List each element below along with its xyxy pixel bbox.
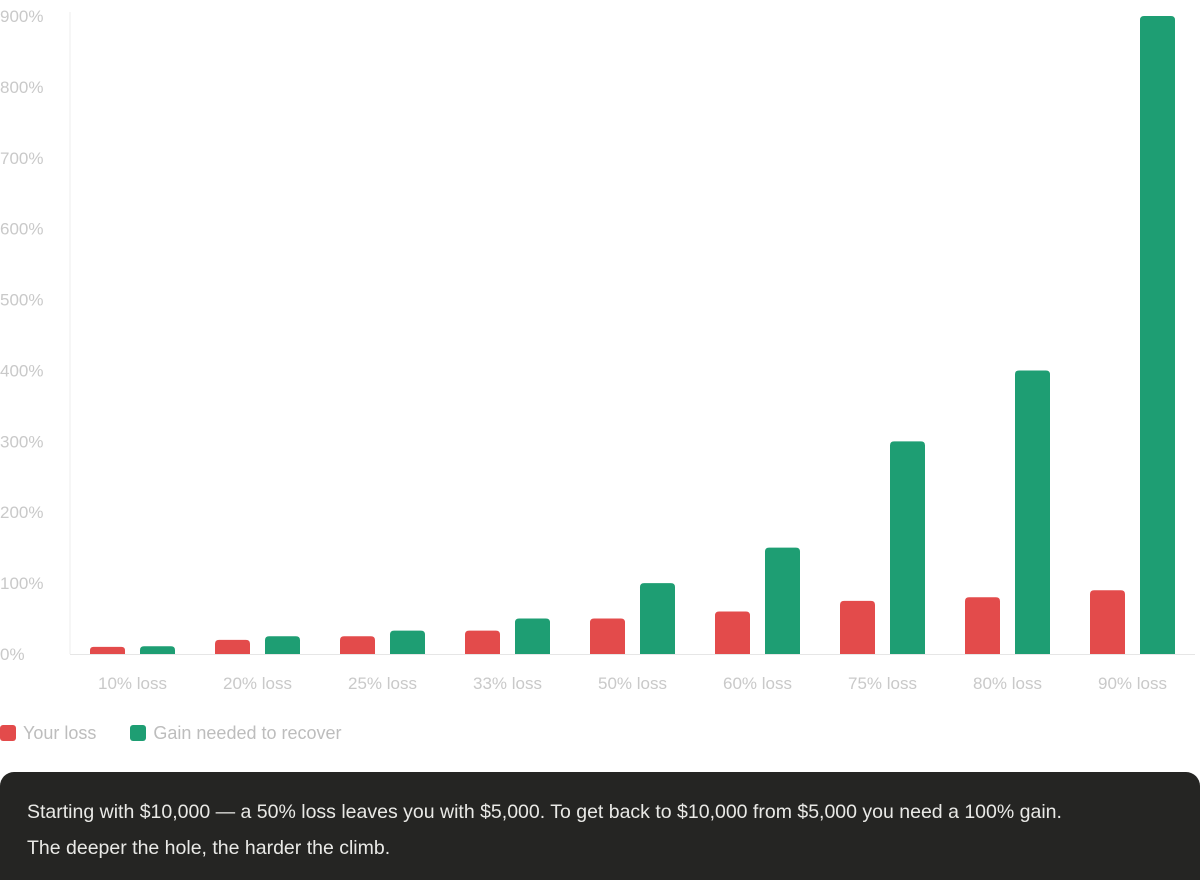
bar-gain-needed: [1015, 370, 1050, 654]
y-tick-label: 400%: [0, 361, 43, 380]
bar-your-loss: [465, 630, 500, 654]
legend-item-gain-needed[interactable]: Gain needed to recover: [130, 722, 342, 744]
bar-your-loss: [215, 639, 250, 654]
bar-gain-needed: [265, 636, 300, 654]
bar-your-loss: [590, 618, 625, 654]
chart-area: 0% 100% 200% 300% 400% 500% 600% 700% 800% 900% 10…: [0, 7, 1195, 693]
x-tick-label: 50% loss: [598, 674, 667, 693]
y-tick-label: 200%: [0, 503, 43, 522]
x-tick-label: 75% loss: [848, 674, 917, 693]
bar-your-loss: [965, 597, 1000, 654]
bar-your-loss: [1090, 590, 1125, 654]
x-tick-label: 80% loss: [973, 674, 1042, 693]
legend-swatch-gain: [130, 725, 147, 741]
legend-label-your-loss: Your loss: [23, 722, 97, 743]
y-tick-label: 700%: [0, 149, 43, 168]
bar-your-loss: [715, 611, 750, 654]
x-tick-label: 60% loss: [723, 674, 792, 693]
x-tick-label: 20% loss: [223, 674, 292, 693]
bar-gain-needed: [1140, 16, 1175, 654]
x-tick-label: 10% loss: [98, 674, 167, 693]
legend-swatch-loss: [0, 725, 16, 741]
caption-line-2: The deeper the hole, the harder the clim…: [27, 837, 391, 859]
bar-gain-needed: [890, 441, 925, 654]
bar-gain-needed: [515, 618, 550, 654]
y-tick-label: 900%: [0, 7, 43, 26]
y-tick-label: 0%: [0, 645, 25, 664]
caption-line-1: Starting with $10,000 — a 50% loss leave…: [27, 801, 1062, 823]
x-tick-label: 33% loss: [473, 674, 542, 693]
bar-gain-needed: [140, 646, 175, 654]
y-tick-label: 300%: [0, 432, 43, 451]
bar-gain-needed: [640, 583, 675, 654]
chart-legend: Your loss Gain needed to recover: [0, 720, 342, 746]
x-tick-label: 25% loss: [348, 674, 417, 693]
x-tick-label: 90% loss: [1098, 674, 1167, 693]
legend-item-your-loss[interactable]: Your loss: [0, 723, 96, 744]
bar-gain-needed: [390, 630, 425, 654]
y-tick-label: 800%: [0, 78, 43, 97]
bar-chart: 0% 100% 200% 300% 400% 500% 600% 700% 800% 900% 10…: [0, 7, 1195, 693]
caption-box: Starting with $10,000 — a 50% loss leave…: [0, 772, 1200, 880]
bar-your-loss: [840, 600, 875, 654]
y-tick-label: 100%: [0, 574, 43, 593]
y-tick-label: 500%: [0, 291, 43, 310]
y-tick-label: 600%: [0, 220, 43, 239]
bar-your-loss: [340, 636, 375, 654]
legend-label-gain-needed: Gain needed to recover: [153, 722, 342, 743]
bar-your-loss: [90, 646, 125, 654]
bar-gain-needed: [765, 547, 800, 654]
